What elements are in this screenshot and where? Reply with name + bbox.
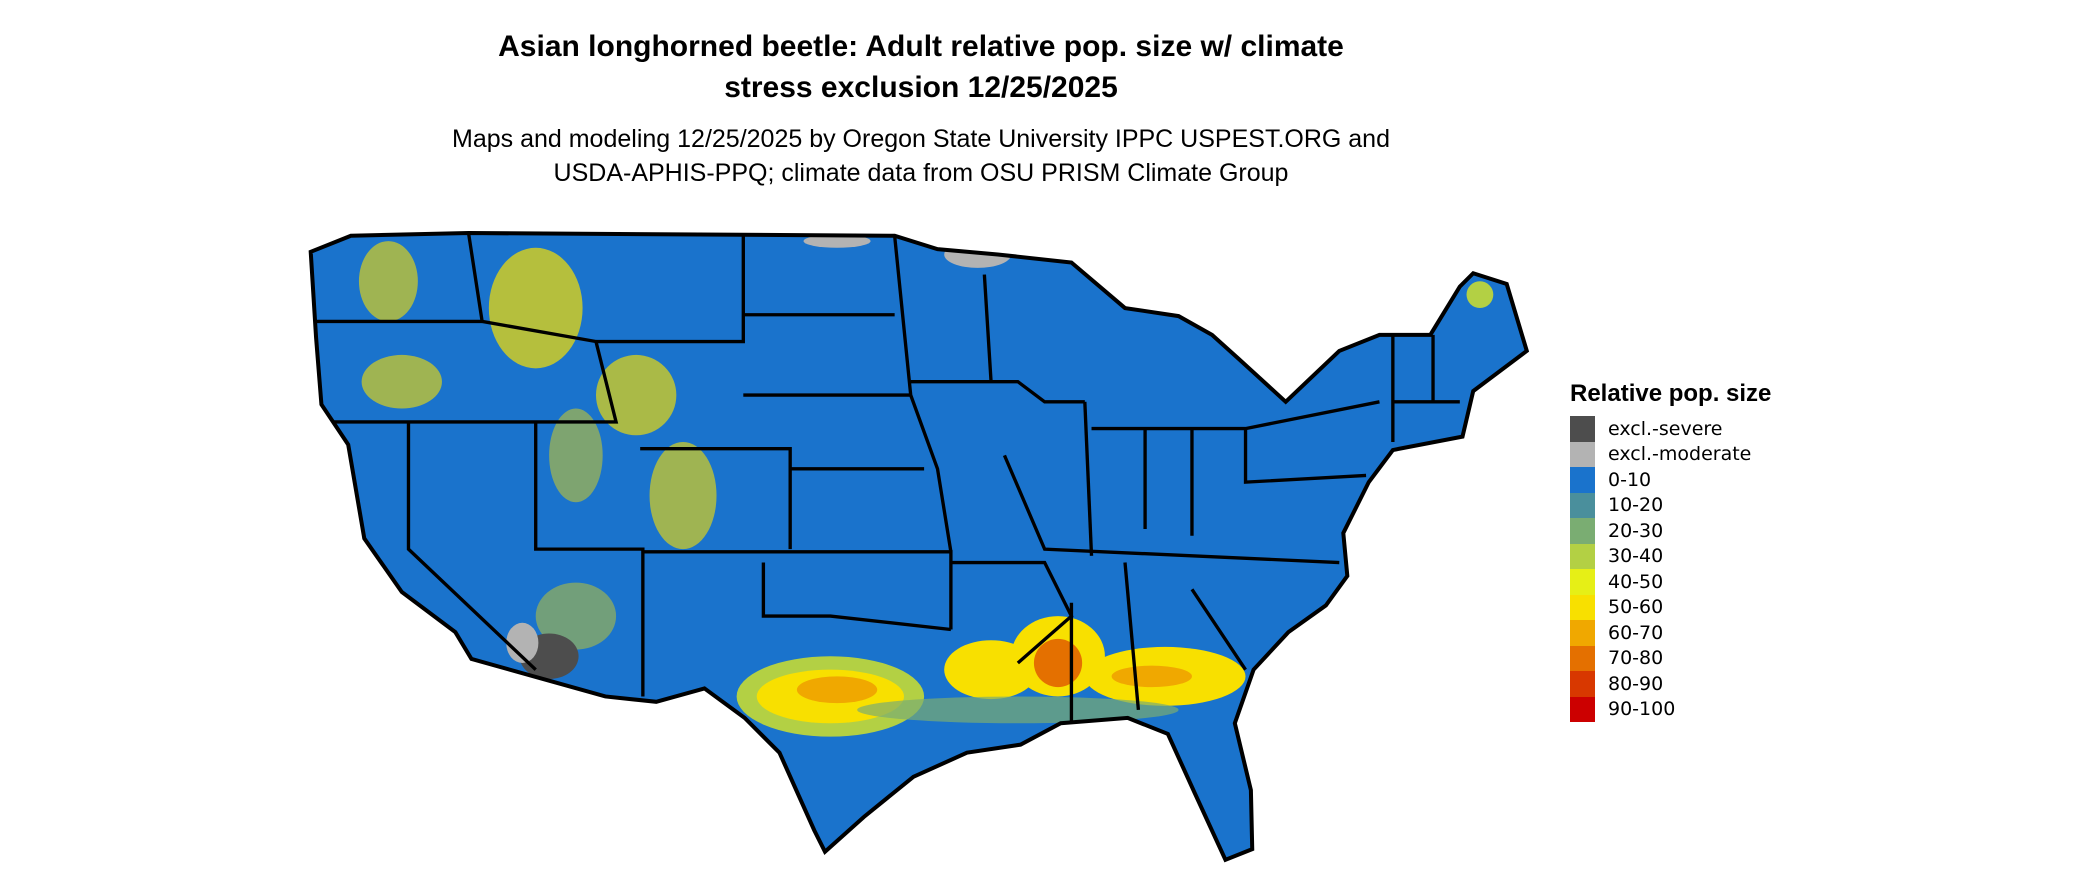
legend-label: 10-20 [1608, 494, 1664, 517]
legend-label: 70-80 [1608, 647, 1664, 670]
legend-label: 0-10 [1608, 468, 1652, 491]
legend-item: 0-10 [1570, 467, 1771, 493]
hotspot-utah [549, 408, 603, 503]
hotspot-idaho-montana [488, 247, 583, 369]
legend-label: excl.-moderate [1608, 443, 1752, 466]
subtitle-line-2: USDA-APHIS-PPQ; climate data from OSU PR… [553, 159, 1289, 187]
legend-items: excl.-severe excl.-moderate 0-10 10-20 20-30… [1570, 416, 1771, 722]
legend-label: 90-100 [1608, 698, 1676, 721]
title-line-1: Asian longhorned beetle: Adult relative … [498, 30, 1344, 63]
legend-label: 80-90 [1608, 672, 1664, 695]
legend-item: 80-90 [1570, 671, 1771, 697]
suitability-overlays [358, 234, 1494, 737]
legend-label: 50-60 [1608, 596, 1664, 619]
legend-label: 20-30 [1608, 519, 1664, 542]
hotspot-mississippi-orange [1033, 638, 1083, 688]
legend-label: 40-50 [1608, 570, 1664, 593]
legend-swatch [1570, 543, 1595, 569]
hotspot-georgia-orange [1111, 665, 1192, 688]
legend-swatch [1570, 518, 1595, 544]
legend-label: excl.-severe [1608, 417, 1723, 440]
legend-swatch [1570, 467, 1595, 493]
legend-item: 50-60 [1570, 594, 1771, 620]
legend-swatch [1570, 696, 1595, 722]
state-borders [314, 234, 1460, 724]
legend-label: 60-70 [1608, 621, 1664, 644]
legend-swatch [1570, 620, 1595, 646]
legend-swatch [1570, 569, 1595, 595]
legend: Relative pop. size excl.-severe excl.-mod… [1570, 380, 1771, 722]
hotspot-maine [1466, 281, 1494, 309]
legend-label: 30-40 [1608, 545, 1664, 568]
band-greenish [857, 696, 1179, 724]
subtitle-line-1: Maps and modeling 12/25/2025 by Oregon S… [452, 125, 1390, 153]
legend-item: 20-30 [1570, 518, 1771, 544]
legend-item: 10-20 [1570, 492, 1771, 518]
legend-item: excl.-severe [1570, 416, 1771, 442]
legend-item: 30-40 [1570, 543, 1771, 569]
hotspot-arizona [535, 582, 617, 650]
legend-swatch [1570, 594, 1595, 620]
hotspot-washington [358, 241, 418, 322]
legend-swatch [1570, 645, 1595, 671]
legend-swatch [1570, 441, 1595, 467]
legend-item: 40-50 [1570, 569, 1771, 595]
legend-swatch [1570, 492, 1595, 518]
map-subtitle: Maps and modeling 12/25/2025 by Oregon S… [0, 122, 1842, 190]
legend-swatch [1570, 671, 1595, 697]
hotspot-oregon [361, 354, 442, 409]
legend-item: excl.-moderate [1570, 441, 1771, 467]
legend-swatch [1570, 416, 1595, 442]
legend-item: 90-100 [1570, 696, 1771, 722]
legend-item: 60-70 [1570, 620, 1771, 646]
excl-moderate-nd [803, 234, 871, 248]
excl-moderate-arizona [506, 622, 539, 663]
hotspot-texas-orange [796, 676, 878, 704]
legend-title: Relative pop. size [1570, 380, 1772, 407]
title-line-2: stress exclusion 12/25/2025 [724, 71, 1118, 104]
map-title: Asian longhorned beetle: Adult relative … [0, 26, 1842, 108]
legend-item: 70-80 [1570, 645, 1771, 671]
hotspot-colorado [649, 441, 717, 550]
